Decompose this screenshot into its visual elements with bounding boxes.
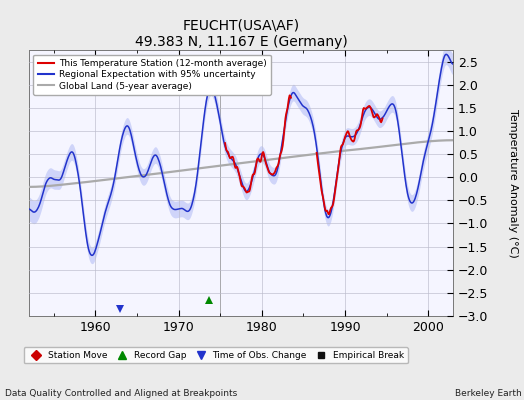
Legend: Station Move, Record Gap, Time of Obs. Change, Empirical Break: Station Move, Record Gap, Time of Obs. C… xyxy=(24,347,408,363)
Y-axis label: Temperature Anomaly (°C): Temperature Anomaly (°C) xyxy=(508,109,518,257)
Text: Berkeley Earth: Berkeley Earth xyxy=(455,389,521,398)
Title: FEUCHT(USA\AF)
49.383 N, 11.167 E (Germany): FEUCHT(USA\AF) 49.383 N, 11.167 E (Germa… xyxy=(135,19,347,49)
Text: Data Quality Controlled and Aligned at Breakpoints: Data Quality Controlled and Aligned at B… xyxy=(5,389,237,398)
